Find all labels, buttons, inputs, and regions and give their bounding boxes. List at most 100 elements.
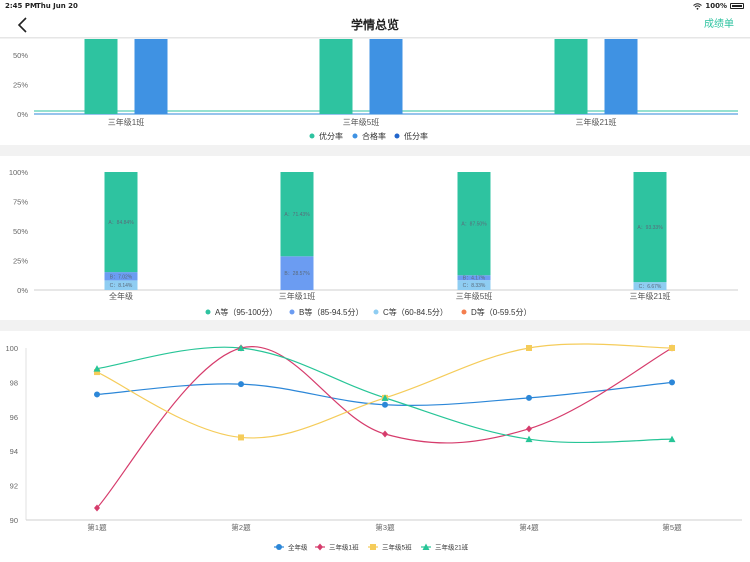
segment-label: A：84.84% (108, 220, 134, 226)
grade-stacked-bar-chart: 0% 25% 50% 75% 100% C：8.14% B：7.02% A：84.84% 全年级… (9, 168, 738, 317)
y-tick-label: 75% (13, 198, 28, 207)
x-tick-label: 三年级5班 (343, 117, 379, 127)
data-point (93, 365, 101, 372)
x-tick-label: 第1题 (87, 522, 107, 532)
bar-pass-rate (369, 39, 403, 114)
x-tick-label: 第2题 (231, 522, 251, 532)
status-date: Thu Jun 20 (36, 2, 78, 10)
data-point (237, 344, 245, 351)
data-point (669, 345, 675, 351)
x-tick-label: 第5题 (662, 522, 682, 532)
bar-excellent-rate (554, 39, 588, 114)
data-point (525, 435, 533, 443)
bar-pass-rate (134, 39, 168, 114)
report-card-link[interactable]: 成绩单 (704, 19, 734, 30)
grade-b-segment (104, 272, 138, 281)
status-right: 100% (693, 0, 744, 12)
bar-excellent-rate (319, 39, 353, 114)
segment-label: C：6.67% (639, 284, 662, 290)
data-point (238, 434, 244, 441)
grade-a-segment (457, 172, 491, 276)
segment-label: B：28.57% (284, 271, 310, 277)
legend-marker (205, 309, 211, 315)
legend-label: 三年级5班 (382, 543, 412, 552)
legend-label: B等（85-94.5分） (299, 307, 363, 317)
grade-c-segment (457, 280, 491, 290)
page-title: 学情总览 (350, 18, 399, 32)
y-tick-label: 90 (10, 516, 18, 525)
segment-label: A：71.43% (284, 212, 310, 218)
legend-label: 全年级 (288, 543, 308, 552)
x-tick-label: 三年级1班 (108, 117, 144, 127)
rate-chart-panel: 0% 25% 50% 三年级1班 三年级5班 三年级21班 优分率 合格率 低分率 (0, 39, 750, 145)
data-point (94, 369, 100, 376)
grade-c-segment (633, 282, 667, 290)
bar-pass-rate (604, 39, 638, 114)
data-point (381, 394, 389, 401)
series-line (96, 343, 673, 439)
legend-marker (289, 309, 295, 315)
y-tick-label: 50% (13, 227, 28, 236)
wifi-icon (693, 2, 703, 10)
legend-label: 三年级21班 (435, 543, 469, 552)
grade-a-segment (633, 172, 667, 283)
legend-label: C等（60-84.5分） (383, 307, 448, 317)
data-point (382, 430, 388, 438)
x-tick-label: 三年级5班 (456, 291, 492, 301)
y-tick-label: 50% (13, 51, 28, 60)
nav-bar: 学情总览 成绩单 (0, 12, 750, 38)
x-tick-label: 全年级 (109, 291, 133, 301)
x-tick-label: 第4题 (519, 522, 539, 532)
y-tick-label: 94 (10, 447, 18, 456)
data-point (526, 394, 532, 401)
grade-c-segment (104, 280, 138, 290)
legend-marker (461, 309, 467, 315)
data-point (94, 504, 100, 512)
legend-label: A等（95-100分） (215, 307, 277, 317)
legend-marker (276, 544, 282, 550)
legend-marker (422, 543, 430, 550)
legend-label: 合格率 (362, 131, 386, 141)
bar-excellent-rate (84, 39, 118, 114)
segment-label: A：93.33% (637, 225, 663, 231)
battery-percent: 100% (705, 2, 727, 10)
series-line (96, 346, 673, 444)
chevron-left-icon[interactable] (14, 15, 34, 35)
legend-label: D等（0-59.5分） (471, 307, 531, 317)
data-point (526, 425, 532, 433)
segment-label: A：87.50% (461, 222, 487, 228)
segment-label: C：8.14% (110, 283, 133, 289)
data-point (669, 379, 675, 386)
legend-marker (352, 133, 358, 139)
x-tick-label: 三年级21班 (630, 291, 671, 301)
y-tick-label: 96 (10, 413, 18, 422)
x-tick-label: 三年级21班 (576, 117, 617, 127)
legend-marker (317, 543, 323, 551)
y-tick-label: 25% (13, 81, 28, 90)
series-line (96, 345, 673, 509)
grade-a-segment (280, 172, 314, 257)
data-point (526, 345, 532, 351)
segment-label: B：7.02% (110, 274, 133, 280)
data-point (382, 401, 388, 408)
legend-marker (370, 544, 376, 550)
battery-icon (730, 3, 744, 9)
status-time: 2:45 PM (5, 2, 37, 10)
legend-label: 优分率 (319, 131, 343, 141)
grade-b-segment (280, 256, 314, 290)
data-point (238, 381, 244, 388)
y-tick-label: 92 (10, 482, 18, 491)
y-tick-label: 25% (13, 257, 28, 266)
legend-label: 低分率 (404, 131, 428, 141)
y-tick-label: 100% (9, 168, 29, 177)
legend-marker (394, 133, 400, 139)
question-score-panel: 90 92 94 96 98 100 第1题 第2题 第3题 第4题 第5题 全年级 三年级1班 三年级5… (0, 331, 750, 562)
x-tick-label: 三年级1班 (279, 291, 315, 301)
status-bar: 2:45 PM Thu Jun 20 100% (0, 0, 750, 12)
x-tick-label: 第3题 (375, 522, 395, 532)
segment-label: B：4.17% (463, 276, 486, 282)
segment-label: C：8.33% (463, 283, 486, 289)
legend-marker (309, 133, 315, 139)
